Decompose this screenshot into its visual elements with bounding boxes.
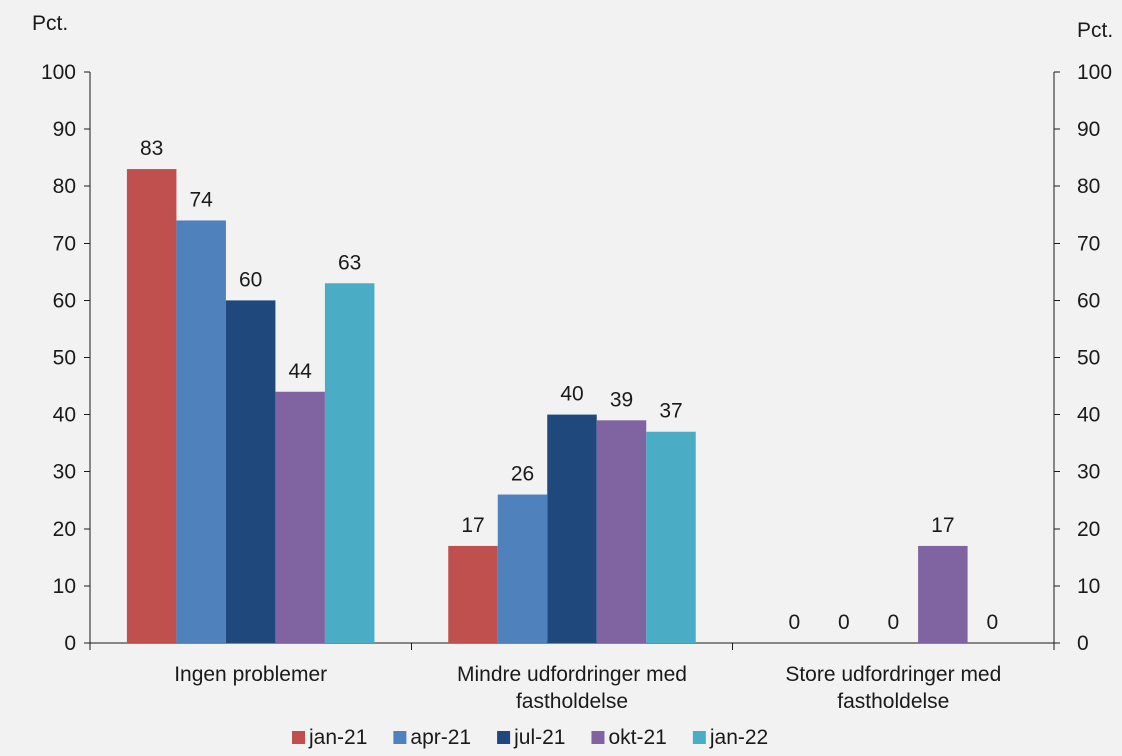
- bar-apr-21-0: [176, 220, 226, 643]
- data-label-jan-21-1: 17: [461, 514, 484, 537]
- data-label-okt-21-2: 17: [931, 514, 954, 537]
- legend-swatch-apr-21: [393, 731, 407, 744]
- y-tick-label-right: 70: [1077, 232, 1100, 255]
- y-tick-label-right: 10: [1077, 575, 1100, 598]
- legend: jan-21 apr-21 jul-21 okt-21 jan-22: [292, 726, 768, 749]
- y-tick-label-right: 90: [1077, 118, 1100, 141]
- y-tick-label-left: 0: [64, 632, 76, 655]
- bar-okt-21-0: [275, 391, 325, 643]
- y-tick-label-left: 10: [53, 575, 76, 598]
- y-unit-left: Pct.: [32, 12, 68, 35]
- y-tick-label-left: 30: [53, 461, 76, 484]
- legend-label-apr-21: apr-21: [410, 726, 471, 749]
- y-tick-label-left: 70: [53, 232, 76, 255]
- x-category-label: Mindre udfordringer med fastholdelse: [457, 663, 687, 713]
- y-tick-label-right: 0: [1077, 632, 1089, 655]
- bars: [126, 169, 968, 643]
- category-labels: Ingen problemer Mindre udfordringer med fa…: [174, 663, 1001, 713]
- bar-okt-21-2: [918, 545, 968, 643]
- y-tick-label-right: 80: [1077, 175, 1100, 198]
- data-label-jan-22-1: 37: [659, 400, 682, 423]
- legend-label-jan-21: jan-21: [308, 726, 367, 749]
- data-label-jul-21-2: 0: [887, 611, 899, 634]
- data-label-apr-21-1: 26: [511, 463, 534, 486]
- data-label-jul-21-0: 60: [239, 268, 262, 291]
- data-label-jan-21-2: 0: [788, 611, 800, 634]
- data-label-jan-22-2: 0: [986, 611, 998, 634]
- y-tick-label-right: 40: [1077, 404, 1100, 427]
- bar-jul-21-0: [225, 300, 276, 643]
- axes: 0 0 10 10 20 20 30 30 40 40 50 50 60 60 70 70 80 80 90 90 10…: [41, 61, 1112, 655]
- y-tick-label-left: 20: [53, 518, 76, 541]
- y-tick-label-right: 60: [1077, 289, 1100, 312]
- legend-label-jan-22: jan-22: [709, 726, 768, 749]
- legend-swatch-jan-22: [692, 731, 706, 744]
- y-tick-label-left: 50: [53, 347, 76, 370]
- data-label-jan-21-0: 83: [140, 137, 163, 160]
- y-tick-label-right: 100: [1077, 61, 1112, 84]
- bar-jul-21-1: [547, 414, 597, 643]
- bar-jan-22-0: [324, 283, 375, 643]
- y-tick-label-left: 90: [53, 118, 76, 141]
- data-label-jan-22-0: 63: [338, 251, 361, 274]
- y-tick-label-left: 80: [53, 175, 76, 198]
- bar-jan-22-1: [646, 431, 696, 643]
- y-unit-right: Pct.: [1077, 19, 1113, 42]
- bar-okt-21-1: [596, 420, 647, 643]
- legend-swatch-jan-21: [292, 731, 305, 744]
- y-tick-label-right: 30: [1077, 461, 1100, 484]
- x-category-label: Store udfordringer med fastholdelse: [785, 663, 1001, 713]
- bar-jan-21-0: [126, 169, 177, 643]
- y-tick-label-left: 40: [53, 404, 76, 427]
- data-label-apr-21-2: 0: [838, 611, 850, 634]
- x-category-label: Ingen problemer: [174, 663, 327, 686]
- y-tick-label-right: 50: [1077, 347, 1100, 370]
- data-label-okt-21-1: 39: [610, 388, 633, 411]
- data-labels: 83 17 0 74 26 0 60 40 0 44 39 17 63 37 0: [140, 137, 998, 634]
- y-tick-label-left: 100: [41, 61, 76, 84]
- y-tick-label-left: 60: [53, 289, 76, 312]
- legend-label-jul-21: jul-21: [513, 726, 565, 749]
- data-label-apr-21-0: 74: [189, 188, 213, 211]
- legend-label-okt-21: okt-21: [608, 726, 666, 749]
- data-label-jul-21-1: 40: [560, 383, 583, 406]
- data-label-okt-21-0: 44: [288, 360, 312, 383]
- legend-swatch-jul-21: [497, 731, 511, 744]
- bar-jan-21-1: [448, 545, 498, 643]
- y-tick-label-right: 20: [1077, 518, 1100, 541]
- bar-apr-21-1: [497, 494, 548, 643]
- legend-swatch-okt-21: [591, 731, 605, 744]
